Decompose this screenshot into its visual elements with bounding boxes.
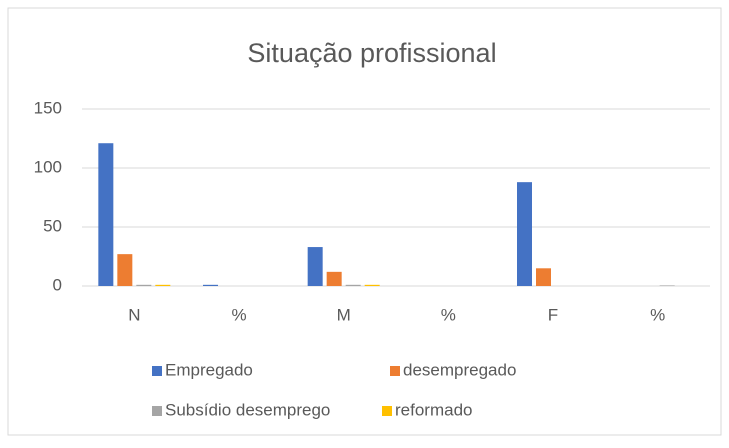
legend-label: Empregado bbox=[165, 360, 253, 379]
bar bbox=[326, 271, 342, 286]
x-tick-label: F bbox=[548, 305, 558, 324]
bar bbox=[155, 284, 171, 286]
bar bbox=[345, 284, 361, 286]
legend-swatch bbox=[390, 366, 400, 376]
legend-swatch bbox=[152, 406, 162, 416]
bar bbox=[136, 284, 152, 286]
y-tick-label: 150 bbox=[34, 98, 62, 117]
bar bbox=[517, 182, 532, 286]
x-tick-label: N bbox=[128, 305, 140, 324]
legend-label: desempregado bbox=[403, 360, 516, 379]
chart-title: Situação profissional bbox=[247, 38, 496, 68]
x-tick-label: % bbox=[441, 305, 456, 324]
x-tick-label: M bbox=[337, 305, 351, 324]
bar bbox=[203, 284, 218, 286]
legend-label: Subsídio desemprego bbox=[165, 400, 330, 419]
legend-label: reformado bbox=[395, 400, 472, 419]
y-tick-label: 100 bbox=[34, 157, 62, 176]
y-tick-label: 50 bbox=[43, 216, 62, 235]
legend-swatch bbox=[382, 406, 392, 416]
bar bbox=[659, 285, 675, 286]
bar bbox=[536, 268, 551, 286]
bar bbox=[117, 254, 133, 286]
x-tick-label: % bbox=[650, 305, 665, 324]
bar bbox=[98, 143, 114, 286]
x-tick-label: % bbox=[231, 305, 246, 324]
chart-border bbox=[7, 7, 722, 436]
bar bbox=[307, 247, 323, 286]
y-tick-label: 0 bbox=[53, 275, 62, 294]
bar bbox=[364, 284, 380, 286]
legend-swatch bbox=[152, 366, 162, 376]
